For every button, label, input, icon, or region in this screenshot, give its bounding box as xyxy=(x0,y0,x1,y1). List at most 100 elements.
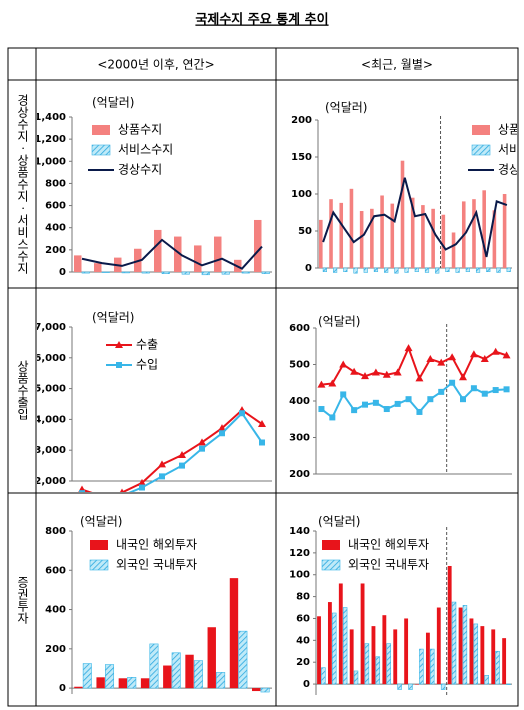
bar xyxy=(163,665,172,689)
y-tick-label: 6,000 xyxy=(34,353,66,364)
bar xyxy=(475,267,481,273)
marker xyxy=(328,379,337,387)
bar xyxy=(241,271,250,274)
bar xyxy=(349,188,354,268)
y-tick-label: 50 xyxy=(298,226,312,237)
bar xyxy=(506,267,511,272)
bar xyxy=(193,660,203,689)
marker xyxy=(394,400,401,407)
y-tick-label: 3,000 xyxy=(34,445,66,456)
bar xyxy=(81,271,90,274)
bar xyxy=(154,229,162,272)
bar xyxy=(415,684,419,685)
bar xyxy=(419,648,424,685)
marker xyxy=(258,420,266,428)
bar xyxy=(121,271,130,274)
bar xyxy=(260,687,270,693)
marker xyxy=(317,380,326,388)
legend-label: 수출 xyxy=(136,338,158,352)
legend-label: 내국인 해외투자 xyxy=(116,538,197,552)
bar xyxy=(338,583,343,685)
bar xyxy=(431,208,435,268)
bar xyxy=(410,197,415,268)
legend-label: 상품수지 xyxy=(118,123,162,137)
marker xyxy=(372,399,379,406)
legend-marker xyxy=(116,362,122,368)
bar xyxy=(394,267,399,274)
y-tick-label: 150 xyxy=(291,152,312,163)
bar xyxy=(370,208,374,268)
unit-label: (억달러) xyxy=(80,515,122,529)
bar xyxy=(408,683,413,690)
table-frame xyxy=(7,47,519,707)
bar xyxy=(96,677,105,689)
bar xyxy=(469,618,474,685)
marker xyxy=(340,391,347,398)
marker xyxy=(382,370,391,378)
bar xyxy=(349,629,354,685)
bar xyxy=(201,271,210,276)
bar xyxy=(216,672,226,689)
y-tick-label: 200 xyxy=(45,245,66,256)
line xyxy=(81,408,263,492)
marker xyxy=(339,360,348,368)
legend-label: 내국인 해외투자 xyxy=(348,538,429,552)
bar xyxy=(502,638,507,685)
y-tick-label: 120 xyxy=(289,548,310,559)
bar xyxy=(339,202,344,268)
bar xyxy=(421,205,425,268)
legend-label: 서비스수지 xyxy=(118,143,173,157)
bar xyxy=(393,629,398,685)
bar xyxy=(462,605,468,685)
bar xyxy=(229,578,239,689)
marker xyxy=(416,408,423,415)
legend-label: 경상수지 xyxy=(498,163,524,177)
bar xyxy=(185,654,194,689)
y-tick-label: 600 xyxy=(289,323,310,334)
legend-swatch xyxy=(321,559,341,571)
chart: (억달러) 200 300 400 500 600 xyxy=(289,315,512,480)
line xyxy=(128,411,263,492)
line xyxy=(81,238,263,270)
marker xyxy=(470,385,477,392)
legend-label: 수입 xyxy=(136,358,158,372)
bar xyxy=(375,656,381,685)
y-tick-label: 200 xyxy=(45,644,66,655)
bar xyxy=(473,623,479,685)
bar xyxy=(161,271,170,274)
bar xyxy=(127,677,137,689)
bar xyxy=(390,203,395,268)
bar xyxy=(149,643,159,689)
bar xyxy=(181,271,190,275)
bar xyxy=(436,607,441,685)
bar xyxy=(101,271,110,273)
bar xyxy=(384,267,389,273)
marker xyxy=(99,496,105,502)
bar xyxy=(465,267,470,272)
marker xyxy=(502,351,511,359)
legend-swatch xyxy=(472,125,490,135)
legend-swatch xyxy=(471,144,491,156)
column-header: <2000년 이후, 연간> xyxy=(97,58,214,72)
bar xyxy=(404,618,409,685)
bar xyxy=(480,626,485,685)
line xyxy=(322,177,508,258)
marker xyxy=(371,368,380,376)
bar xyxy=(317,616,321,685)
marker xyxy=(219,430,225,437)
bar xyxy=(74,686,83,689)
bar xyxy=(495,650,500,685)
bar xyxy=(353,670,359,685)
y-tick-label: 7,000 xyxy=(34,322,66,333)
bar xyxy=(371,626,376,685)
y-tick-label: 500 xyxy=(289,360,310,371)
y-tick-label: 400 xyxy=(45,223,66,234)
legend-label: 서비스수지 xyxy=(498,143,524,157)
bar xyxy=(261,271,270,274)
row-header: 상품수출입 xyxy=(16,360,30,420)
y-tick-label: 400 xyxy=(289,396,310,407)
bar xyxy=(94,263,102,272)
bar xyxy=(74,255,82,272)
marker xyxy=(351,407,358,414)
